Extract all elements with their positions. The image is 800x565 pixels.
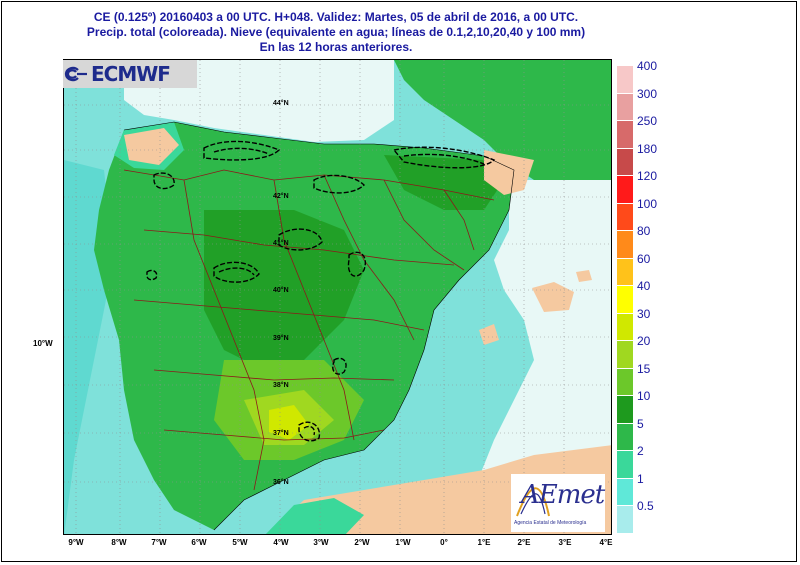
legend-label: 400 <box>637 59 658 73</box>
legend-swatch <box>617 66 633 94</box>
lon-label: 2°E <box>517 538 531 547</box>
precipitation-map[interactable] <box>63 59 612 535</box>
ibiza <box>479 324 499 345</box>
legend-label: 300 <box>637 86 658 101</box>
legend-label: 20 <box>637 334 651 348</box>
lon-label-west: 10°W <box>33 339 53 348</box>
lon-label: 9°W <box>68 538 84 547</box>
legend-label: 40 <box>637 279 651 293</box>
legend-swatch <box>617 258 633 286</box>
ecmwf-swirl-icon <box>64 66 87 82</box>
aemet-logo-text: AEmet <box>521 480 605 510</box>
lat-label-40: 40°N <box>273 287 289 294</box>
legend-label: 2 <box>637 444 644 458</box>
aemet-logo: AEmet Agencia Estatal de Meteorología <box>511 474 605 532</box>
title-line-2: Precip. total (coloreada). Nieve (equiva… <box>86 25 586 39</box>
lon-label: 4°E <box>599 538 613 547</box>
lat-label-36: 36°N <box>273 479 289 486</box>
dry-land-galicia <box>124 128 179 165</box>
legend-label: 5 <box>637 416 644 431</box>
lon-label: 1°W <box>395 538 411 547</box>
legend-label: 80 <box>637 224 651 238</box>
menorca <box>576 270 592 282</box>
legend-swatch <box>617 176 633 204</box>
lon-label: 5°W <box>232 538 248 547</box>
snow-contours <box>146 140 496 442</box>
lat-label-41: 41°N <box>273 240 289 247</box>
legend-swatch <box>617 423 633 451</box>
lat-label-37: 37°N <box>273 430 289 437</box>
legend-swatch <box>617 341 633 369</box>
legend-label: 10 <box>637 389 651 403</box>
lat-label-42: 42°N <box>273 193 289 200</box>
lon-label: 3°E <box>558 538 572 547</box>
legend-swatch <box>617 313 633 341</box>
legend-swatch <box>617 148 633 176</box>
aemet-swoosh-icon <box>516 487 550 517</box>
ecmwf-logo: ECMWF <box>63 60 197 88</box>
aemet-logo-subtitle: Agencia Estatal de Meteorología <box>514 520 587 526</box>
mediterranean-sea <box>474 180 611 534</box>
lon-label: 8°W <box>111 538 127 547</box>
legend-label: 1 <box>637 471 644 486</box>
dry-land-ne <box>484 150 534 195</box>
legend-swatch <box>617 286 633 314</box>
legend-swatch <box>617 93 633 121</box>
lon-label: 4°W <box>273 538 289 547</box>
lat-label-39: 39°N <box>273 335 289 342</box>
lon-label: 6°W <box>191 538 207 547</box>
legend-label: 120 <box>637 169 658 183</box>
lon-label: 2°W <box>354 538 370 547</box>
legend-swatch <box>617 451 633 479</box>
lon-label: 3°W <box>313 538 329 547</box>
legend-swatch <box>617 506 633 534</box>
legend-label: 250 <box>637 114 658 128</box>
legend-swatch <box>617 478 633 506</box>
legend-swatch <box>617 203 633 231</box>
legend-label: 60 <box>637 251 651 266</box>
map-canvas <box>64 60 611 534</box>
region-borders <box>123 169 495 491</box>
lat-label-38: 38°N <box>273 382 289 389</box>
title-line-3: En las 12 horas anteriores. <box>259 40 413 54</box>
title-line-1: CE (0.125º) 20160403 a 00 UTC. H+048. Va… <box>93 10 579 24</box>
legend-swatch <box>617 121 633 149</box>
grid-lines <box>64 60 611 534</box>
legend-swatch <box>617 231 633 259</box>
lat-label-44: 44°N <box>273 100 289 107</box>
legend-label: 180 <box>637 141 658 156</box>
legend-label: 100 <box>637 196 658 211</box>
lon-label: 0° <box>440 538 448 547</box>
legend-label: 30 <box>637 306 651 321</box>
legend-swatch <box>617 368 633 396</box>
legend-label: 0.5 <box>637 499 654 513</box>
lon-label: 1°E <box>477 538 491 547</box>
ecmwf-logo-text: ECMWF <box>91 62 171 86</box>
coastline <box>123 121 515 531</box>
legend-label: 15 <box>637 361 651 376</box>
lon-label: 7°W <box>151 538 167 547</box>
mallorca <box>532 282 574 312</box>
legend-swatch <box>617 396 633 424</box>
